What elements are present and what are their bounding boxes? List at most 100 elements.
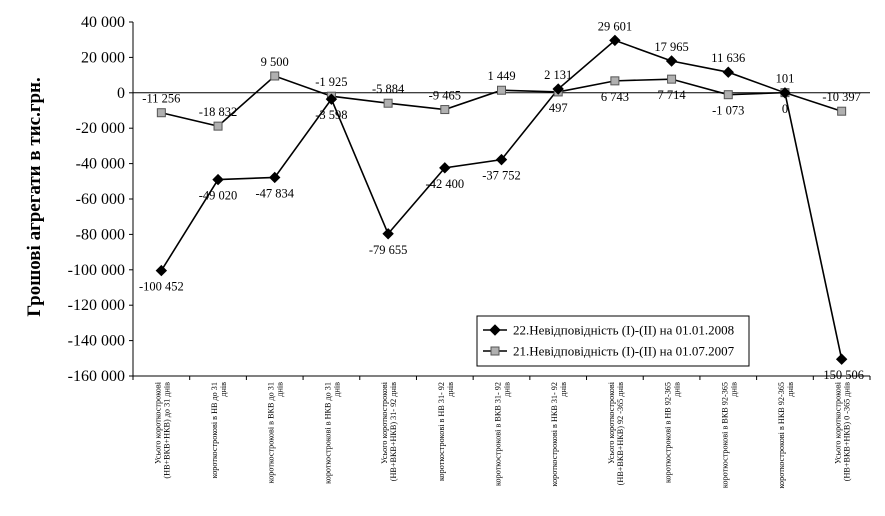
data-label: -79 655 <box>369 243 408 257</box>
y-tick-label: 40 000 <box>81 14 125 31</box>
data-label: 11 636 <box>711 51 745 65</box>
data-point-diamond <box>155 264 168 277</box>
data-label: -42 400 <box>426 177 465 191</box>
x-tick-label: короткострокові в НВ до 31днів <box>210 382 228 478</box>
data-point-square <box>213 121 223 131</box>
y-tick-label: 0 <box>117 85 125 102</box>
data-label: -5 884 <box>372 82 405 96</box>
data-label: 7 714 <box>658 88 687 102</box>
x-tick-label: короткострокові в НКВ до 31днів <box>323 382 341 484</box>
data-label: -100 452 <box>139 280 184 294</box>
y-axis-ticks: 40 000 20 000 0 -20 000 -40 000 -60 000 -80 00… <box>68 14 133 385</box>
data-label: 1 449 <box>487 69 515 83</box>
data-point-square <box>440 105 450 115</box>
y-tick-label: -40 000 <box>76 156 125 173</box>
svg-text:Усього короткострокові(НВ+ВКВ+: Усього короткострокові(НВ+ВКВ+НКВ) 31- 9… <box>380 381 398 481</box>
x-tick-label: короткострокові в НКВ 31- 92днів <box>550 382 568 487</box>
data-point-square <box>723 90 733 100</box>
data-point-square <box>497 85 506 95</box>
svg-text:короткострокові в НКВ 92-365дн: короткострокові в НКВ 92-365днів <box>777 382 795 489</box>
legend-box <box>476 315 750 367</box>
data-point-diamond <box>779 87 791 99</box>
legend-marker-square <box>490 346 500 356</box>
data-point-diamond <box>439 162 451 174</box>
x-tick-label: короткострокові в ВКВ 92-365днів <box>720 382 738 488</box>
data-point-diamond <box>609 34 621 47</box>
data-point-diamond <box>382 228 394 240</box>
data-point-square <box>610 76 620 86</box>
data-point-square <box>383 98 393 108</box>
x-tick-label: короткострокові в НВ 31- 92днів <box>437 382 455 481</box>
y-tick-label: -140 000 <box>68 333 125 350</box>
x-tick-label: короткострокові в НВ 92-365днів <box>664 382 682 483</box>
data-label: -150 506 <box>819 368 864 382</box>
svg-text:короткострокові в НВ 92-365дні: короткострокові в НВ 92-365днів <box>664 382 682 483</box>
x-tick-label: короткострокові в ВКВ до 31днів <box>267 382 285 483</box>
data-label: 101 <box>776 72 795 86</box>
x-tick-label: Усього короткострокові(НВ+ВКВ+НКВ) 31- 9… <box>380 381 398 481</box>
data-label: -10 397 <box>822 90 861 104</box>
svg-text:короткострокові в НКВ 31- 92дн: короткострокові в НКВ 31- 92днів <box>550 382 568 487</box>
svg-text:короткострокові в НВ до 31днів: короткострокові в НВ до 31днів <box>210 382 228 478</box>
data-label: 497 <box>549 101 568 115</box>
y-tick-label: 20 000 <box>81 49 125 66</box>
data-label: 0 <box>782 102 788 116</box>
data-point-square <box>156 108 166 118</box>
legend-marker-diamond <box>489 324 501 336</box>
y-tick-label: -80 000 <box>76 226 125 243</box>
legend-label: 22.Невідповідність (І)-(ІІ) на 01.01.200… <box>513 323 734 338</box>
data-label: -11 256 <box>142 92 180 106</box>
data-label: -49 020 <box>199 189 238 203</box>
y-tick-label: -160 000 <box>68 368 125 385</box>
svg-text:короткострокові в ВКВ 92-365дн: короткострокові в ВКВ 92-365днів <box>720 382 738 488</box>
y-tick-label: -60 000 <box>76 191 125 208</box>
data-label: -9 465 <box>429 89 461 103</box>
svg-text:Усього короткострокові(НВ+ВКВ+: Усього короткострокові(НВ+ВКВ+НКВ) 92 -3… <box>607 381 625 485</box>
data-label: -1 925 <box>315 75 347 89</box>
data-label: -37 752 <box>482 169 521 183</box>
svg-text:Усього короткострокові(НВ+ВКВ+: Усього короткострокові(НВ+ВКВ+НКВ) до 31… <box>153 381 171 478</box>
y-tick-label: -100 000 <box>68 262 125 279</box>
y-tick-label: -120 000 <box>68 297 125 314</box>
data-label: -1 073 <box>712 104 744 118</box>
legend: 22.Невідповідність (І)-(ІІ) на 01.01.200… <box>476 315 750 367</box>
x-tick-label: Усього короткострокові(НВ+ВКВ+НКВ) 0 -36… <box>834 381 852 481</box>
data-label: 2 131 <box>544 68 572 82</box>
data-label: -3 598 <box>315 108 347 122</box>
data-point-diamond <box>495 153 508 166</box>
legend-label: 21.Невідповідність (І)-(ІІ) на 01.07.200… <box>513 344 735 359</box>
data-point-diamond <box>269 171 281 184</box>
data-labels: -100 452 -49 020 -47 834 -3 598 -79 655 -42 4… <box>139 19 864 382</box>
x-tick-label: короткострокові в ВКВ 31- 92днів <box>494 382 512 486</box>
data-point-diamond <box>665 55 678 67</box>
data-point-diamond <box>325 93 338 105</box>
x-axis-labels: Усього короткострокові(НВ+ВКВ+НКВ) до 31… <box>153 381 851 488</box>
svg-text:короткострокові в ВКВ 31- 92дн: короткострокові в ВКВ 31- 92днів <box>494 382 512 486</box>
series-markers <box>155 34 848 365</box>
data-point-diamond <box>212 173 224 186</box>
data-label: 6 743 <box>601 90 629 104</box>
data-point-diamond <box>722 66 734 78</box>
svg-text:короткострокові в НКВ до 31дні: короткострокові в НКВ до 31днів <box>323 382 341 484</box>
data-point-square <box>270 71 280 81</box>
svg-text:короткострокові в ВКВ до 31дні: короткострокові в ВКВ до 31днів <box>267 382 285 483</box>
data-point-diamond <box>552 83 564 95</box>
data-label: 29 601 <box>598 19 632 33</box>
series-line-2 <box>161 75 842 128</box>
data-point-square <box>667 74 677 84</box>
data-point-diamond <box>835 353 848 365</box>
data-label: 9 500 <box>261 55 289 69</box>
y-tick-label: -20 000 <box>76 120 125 137</box>
y-axis-label-group: Грошові агрегати в тис.грн. <box>24 77 45 316</box>
x-tick-label: Усього короткострокові(НВ+ВКВ+НКВ) 92 -3… <box>607 381 625 485</box>
x-tick-label: Усього короткострокові(НВ+ВКВ+НКВ) до 31… <box>153 381 171 478</box>
svg-text:Усього короткострокові(НВ+ВКВ+: Усього короткострокові(НВ+ВКВ+НКВ) 0 -36… <box>834 381 852 481</box>
x-tick-label: короткострокові в НКВ 92-365днів <box>777 382 795 489</box>
data-label: -18 832 <box>199 105 238 119</box>
data-point-square <box>837 106 847 116</box>
y-axis-label: Грошові агрегати в тис.грн. <box>24 77 45 316</box>
data-label: -47 834 <box>255 186 294 200</box>
svg-text:короткострокові в НВ 31- 92дні: короткострокові в НВ 31- 92днів <box>437 382 455 481</box>
